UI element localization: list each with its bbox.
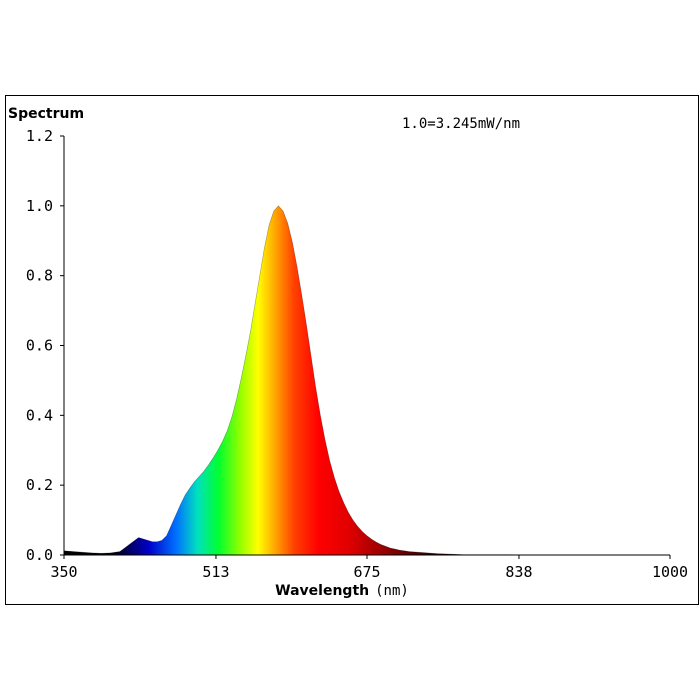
x-axis-label: Wavelength (nm) — [275, 583, 409, 599]
spectrum-area-layer — [63, 205, 670, 556]
x-tick-label: 1000 — [652, 563, 688, 581]
spectrum-outline — [63, 205, 670, 556]
x-axis-unit: (nm) — [375, 583, 409, 599]
y-tick-label: 0.2 — [26, 476, 53, 494]
x-tick-label: 675 — [353, 563, 380, 581]
x-ticks: 350 513 675 838 1000 — [50, 555, 688, 581]
spectrum-area — [64, 205, 670, 555]
y-tick-label: 0.0 — [26, 546, 53, 564]
y-tick-label: 1.0 — [26, 197, 53, 215]
chart-frame: 0.0 0.2 0.4 0.6 0.8 1.0 1.2 350 513 675 838 1000 S… — [5, 95, 699, 605]
x-tick-label: 513 — [202, 563, 229, 581]
y-tick-label: 1.2 — [26, 127, 53, 145]
y-tick-label: 0.4 — [26, 406, 53, 424]
x-tick-label: 838 — [505, 563, 532, 581]
x-axis-label-text: Wavelength — [275, 583, 369, 599]
y-tick-label: 0.8 — [26, 267, 53, 285]
spectrum-chart: 0.0 0.2 0.4 0.6 0.8 1.0 1.2 350 513 675 838 1000 S… — [8, 106, 688, 599]
y-ticks: 0.0 0.2 0.4 0.6 0.8 1.0 1.2 — [26, 127, 64, 564]
scale-annotation: 1.0=3.245mW/nm — [402, 116, 520, 132]
y-tick-label: 0.6 — [26, 337, 53, 355]
chart-title: Spectrum — [8, 106, 84, 122]
axes — [63, 136, 670, 556]
x-tick-label: 350 — [50, 563, 77, 581]
